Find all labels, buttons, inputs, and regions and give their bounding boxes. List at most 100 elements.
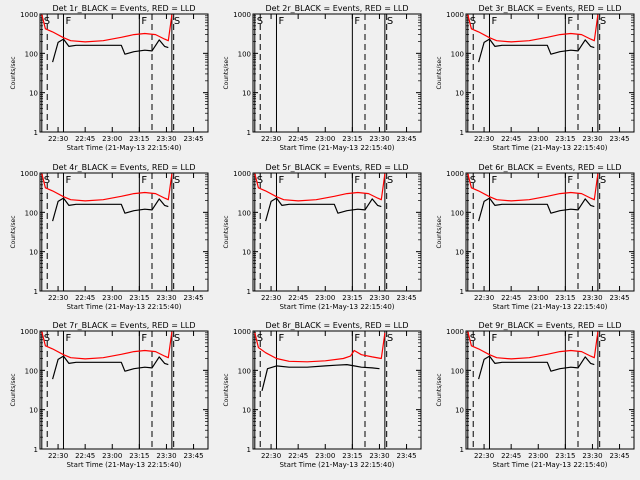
lld-rate-line [254, 332, 386, 363]
x-tick-label: 23:15 [129, 294, 149, 302]
x-axis-label: Start Time (21-May-13 22:15:40) [492, 144, 607, 152]
y-tick-label: 1 [34, 129, 38, 137]
x-tick-label: 23:30 [369, 294, 389, 302]
flag-marker-label: S [174, 16, 180, 27]
flag-marker-label: S [387, 16, 393, 27]
x-axis-label: Start Time (21-May-13 22:15:40) [66, 144, 181, 152]
lld-rate-line [467, 331, 599, 360]
x-tick-label: 23:30 [582, 294, 602, 302]
detector-panel-6: Det 6r_BLACK = Events, RED = LLD 1 10 100 10… [436, 163, 635, 311]
y-tick-label: 10 [242, 249, 251, 257]
events-rate-line [52, 355, 169, 380]
x-tick-label: 22:30 [48, 452, 68, 460]
x-tick-label: 23:30 [156, 294, 176, 302]
x-tick-label: 22:30 [474, 294, 494, 302]
plot-frame [252, 172, 422, 292]
detector-panel-9: Det 9r_BLACK = Events, RED = LLD 1 10 100 10… [436, 321, 635, 469]
flag-marker-label: F [491, 16, 497, 27]
flag-marker-label: F [141, 16, 147, 27]
x-tick-label: 23:00 [315, 294, 335, 302]
flag-marker-label: F [354, 175, 360, 186]
flag-marker-label: F [491, 333, 497, 344]
flag-marker-label: S [600, 333, 606, 344]
y-tick-label: 10 [242, 90, 251, 98]
x-tick-label: 22:45 [501, 294, 521, 302]
x-tick-label: 23:00 [315, 452, 335, 460]
detector-panel-7: Det 7r_BLACK = Events, RED = LLD 1 10 100 10… [10, 321, 209, 469]
x-tick-label: 23:15 [129, 452, 149, 460]
y-tick-label: 10 [455, 407, 464, 415]
y-axis-label: Counts/sec [10, 56, 17, 89]
y-tick-label: 1000 [20, 170, 38, 178]
detector-panel-2: Det 2r_BLACK = Events, RED = LLD 1 10 100 10… [223, 4, 422, 152]
x-tick-label: 23:30 [582, 452, 602, 460]
flag-marker-label: F [354, 333, 360, 344]
x-tick-label: 22:45 [75, 294, 95, 302]
x-axis-label: Start Time (21-May-13 22:15:40) [66, 461, 181, 469]
panel-title: Det 5r_BLACK = Events, RED = LLD [265, 163, 408, 172]
x-tick-label: 23:15 [555, 294, 575, 302]
x-tick-label: 23:45 [183, 135, 203, 143]
x-axis-label: Start Time (21-May-13 22:15:40) [279, 461, 394, 469]
flag-marker-label: S [470, 175, 476, 186]
y-tick-label: 1000 [446, 11, 464, 19]
y-tick-label: 10 [242, 407, 251, 415]
detector-panel-8: Det 8r_BLACK = Events, RED = LLD 1 10 100 10… [223, 321, 422, 469]
y-tick-label: 1 [34, 288, 38, 296]
x-axis-label: Start Time (21-May-13 22:15:40) [279, 144, 394, 152]
y-tick-label: 1000 [446, 170, 464, 178]
panel-title: Det 8r_BLACK = Events, RED = LLD [265, 321, 408, 330]
y-tick-label: 100 [25, 209, 38, 217]
panel-title: Det 1r_BLACK = Events, RED = LLD [52, 4, 195, 13]
y-tick-label: 1000 [20, 328, 38, 336]
x-tick-label: 23:00 [315, 135, 335, 143]
x-tick-label: 23:15 [555, 135, 575, 143]
x-tick-label: 23:30 [156, 452, 176, 460]
y-axis-label: Counts/sec [436, 373, 443, 406]
x-tick-label: 23:45 [609, 294, 629, 302]
x-tick-label: 23:45 [183, 452, 203, 460]
y-axis-label: Counts/sec [436, 56, 443, 89]
panel-title: Det 4r_BLACK = Events, RED = LLD [52, 163, 195, 172]
x-tick-label: 23:15 [555, 452, 575, 460]
x-tick-label: 23:00 [102, 452, 122, 460]
y-tick-label: 1000 [233, 328, 251, 336]
x-tick-label: 22:30 [48, 135, 68, 143]
x-axis-label: Start Time (21-May-13 22:15:40) [279, 303, 394, 311]
x-tick-label: 23:30 [369, 452, 389, 460]
x-tick-label: 23:15 [342, 135, 362, 143]
flag-marker-label: F [141, 333, 147, 344]
events-rate-line [52, 38, 169, 63]
x-tick-label: 23:00 [528, 452, 548, 460]
x-tick-label: 23:00 [102, 135, 122, 143]
flag-marker-label: F [278, 16, 284, 27]
y-tick-label: 10 [29, 249, 38, 257]
x-tick-label: 22:45 [501, 452, 521, 460]
x-tick-label: 23:15 [342, 452, 362, 460]
x-tick-label: 23:00 [528, 294, 548, 302]
x-tick-label: 22:45 [288, 452, 308, 460]
flag-marker-label: S [257, 175, 263, 186]
x-axis-label: Start Time (21-May-13 22:15:40) [66, 303, 181, 311]
y-tick-label: 1 [460, 129, 464, 137]
y-tick-label: 100 [451, 367, 464, 375]
x-tick-label: 23:45 [396, 135, 416, 143]
x-tick-label: 23:00 [528, 135, 548, 143]
events-rate-line [265, 197, 382, 222]
detector-panel-4: Det 4r_BLACK = Events, RED = LLD 1 10 100 10… [10, 163, 209, 311]
y-tick-label: 10 [455, 249, 464, 257]
flag-marker-label: F [65, 16, 71, 27]
x-tick-label: 22:45 [288, 135, 308, 143]
flag-marker-label: S [387, 333, 393, 344]
x-tick-label: 22:45 [75, 452, 95, 460]
x-tick-label: 22:30 [261, 294, 281, 302]
y-tick-label: 100 [238, 50, 251, 58]
y-tick-label: 10 [29, 90, 38, 98]
y-tick-label: 1 [247, 288, 251, 296]
events-rate-line [478, 355, 595, 380]
flag-marker-label: S [470, 16, 476, 27]
y-tick-label: 1 [34, 446, 38, 454]
x-tick-label: 22:30 [261, 135, 281, 143]
flag-marker-label: S [387, 175, 393, 186]
